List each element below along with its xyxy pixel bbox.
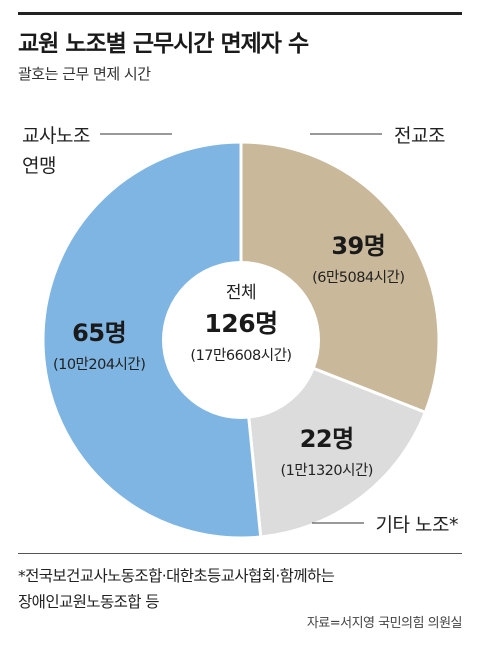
- slice-hours-label-1: (6만5084시간): [312, 269, 404, 286]
- slice-hours-label-3: (10만204시간): [53, 356, 145, 373]
- center-hours: (17만6608시간): [190, 347, 291, 364]
- category-label-3: 교사노조: [22, 125, 90, 147]
- category-label-1: 전교조: [394, 125, 445, 147]
- chart-subtitle: 괄호는 근무 면제 시간: [18, 65, 151, 83]
- footnote-rule: [18, 553, 462, 554]
- center-label: 전체: [226, 283, 256, 303]
- slice-value-label-3: 65명: [72, 319, 126, 347]
- pie-slice-3: [41, 140, 263, 540]
- footnote-line-1: *전국보건교사노동조합·대한초등교사협회·함께하는: [18, 567, 335, 585]
- footnote-line-2: 장애인교원노동조합 등: [18, 593, 160, 611]
- source-credit: 자료=서지영 국민의힘 의원실: [306, 616, 463, 631]
- slice-value-label-1: 39명: [331, 232, 385, 260]
- category-label-3-line-2: 연맹: [22, 155, 56, 177]
- slice-value-label-2: 22명: [300, 425, 354, 453]
- category-label-2: 기타 노조*: [376, 514, 458, 536]
- center-value: 126명: [204, 309, 277, 338]
- chart-title: 교원 노조별 근무시간 면제자 수: [18, 31, 309, 57]
- pie-chart: 39명 (6만5084시간) 22명 (1만1320시간) 65명 (10만204시간) 전…: [22, 125, 459, 540]
- footnote: *전국보건교사노동조합·대한초등교사협회·함께하는 장애인교원노동조합 등: [18, 563, 335, 615]
- donut-center: [162, 261, 320, 419]
- top-rule: [18, 12, 462, 15]
- slice-hours-label-2: (1만1320시간): [281, 462, 373, 479]
